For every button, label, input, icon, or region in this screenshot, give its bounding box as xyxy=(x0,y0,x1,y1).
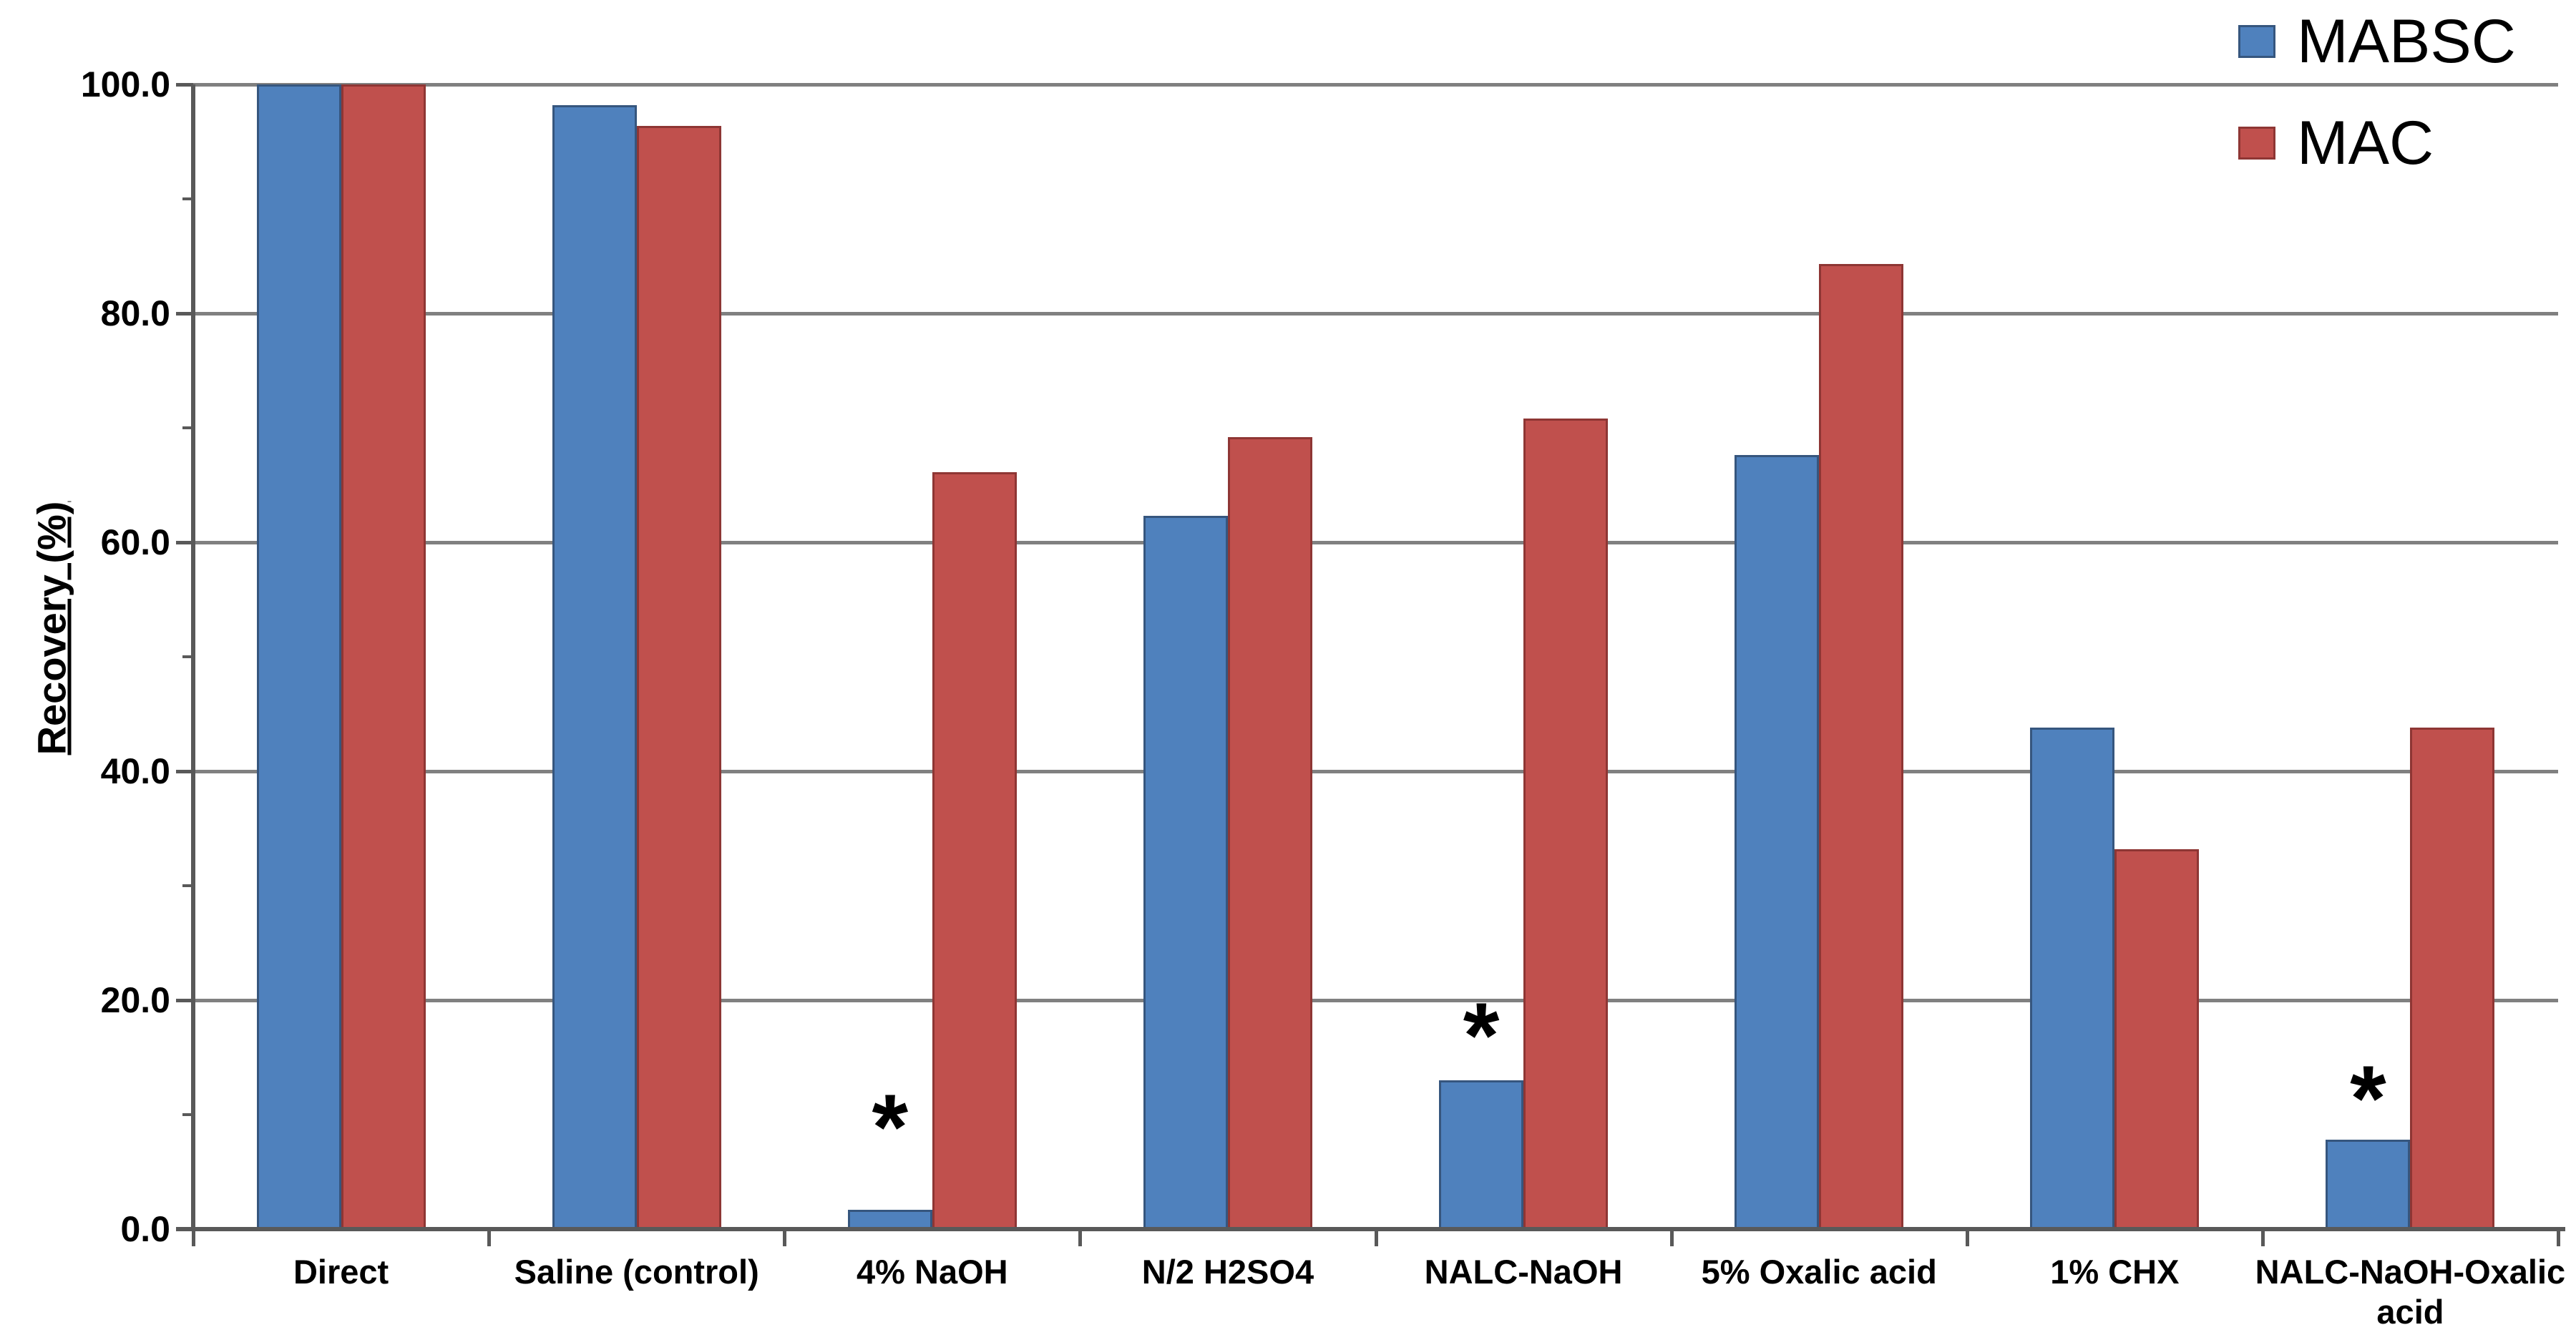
y-major-tick xyxy=(176,541,193,544)
y-minor-tick xyxy=(182,884,193,887)
bar-mabsc-6 xyxy=(2030,728,2115,1229)
bar-mac-0 xyxy=(341,84,426,1229)
bar-mabsc-1 xyxy=(552,104,637,1229)
gridline xyxy=(193,83,2558,87)
x-tick-label: 4% NaOH xyxy=(857,1253,1008,1291)
y-minor-tick xyxy=(182,1113,193,1116)
significance-asterisk: * xyxy=(2350,1046,2386,1150)
legend-entry-mabsc: MABSC xyxy=(2238,9,2516,74)
y-axis-line xyxy=(191,84,195,1231)
legend-label-mabsc: MABSC xyxy=(2297,7,2516,76)
x-tick xyxy=(1965,1229,1969,1246)
x-tick xyxy=(2260,1229,2265,1246)
x-tick xyxy=(487,1229,492,1246)
x-tick xyxy=(192,1229,195,1246)
legend-swatch-mac xyxy=(2238,127,2275,160)
bar-mabsc-2 xyxy=(847,1209,932,1229)
gridline xyxy=(193,312,2558,316)
y-minor-tick xyxy=(182,655,193,658)
x-axis-line xyxy=(176,1227,2565,1231)
x-tick xyxy=(2557,1229,2560,1246)
gridline xyxy=(193,541,2558,544)
y-major-tick xyxy=(176,83,193,87)
gridline xyxy=(193,770,2558,773)
x-tick-label: N/2 H2SO4 xyxy=(1141,1253,1314,1291)
bar-mabsc-3 xyxy=(1143,516,1228,1229)
legend-swatch-mabsc xyxy=(2238,25,2275,58)
x-tick-label: 1% CHX xyxy=(2050,1253,2180,1291)
bar-mac-3 xyxy=(1227,436,1312,1229)
x-tick xyxy=(1374,1229,1378,1246)
bar-mac-1 xyxy=(636,125,721,1229)
x-tick xyxy=(1078,1229,1083,1246)
x-tick-label: NALC-NaOH-Oxalic acid xyxy=(2255,1253,2566,1331)
y-major-tick xyxy=(176,999,193,1002)
legend-label-mac: MAC xyxy=(2297,109,2434,177)
y-tick-label: 0.0 xyxy=(120,1209,170,1249)
y-tick-label: 80.0 xyxy=(100,293,170,333)
y-tick-label: 100.0 xyxy=(80,64,170,104)
y-tick-label: 60.0 xyxy=(100,522,170,562)
legend-entry-mac: MAC xyxy=(2238,110,2434,176)
significance-asterisk: * xyxy=(872,1075,909,1179)
bar-mac-2 xyxy=(932,472,1017,1229)
y-major-tick xyxy=(176,312,193,316)
x-tick-label: 5% Oxalic acid xyxy=(1701,1253,1937,1291)
x-tick-label: Saline (control) xyxy=(514,1253,759,1291)
y-major-tick xyxy=(176,770,193,773)
x-tick-label: Direct xyxy=(293,1253,389,1291)
bar-mabsc-0 xyxy=(256,84,341,1229)
bar-mac-4 xyxy=(1523,419,1609,1229)
x-tick-label: NALC-NaOH xyxy=(1424,1253,1623,1291)
bar-mabsc-5 xyxy=(1735,455,1820,1229)
bar-mac-5 xyxy=(1819,264,1904,1229)
y-tick-label: 40.0 xyxy=(100,751,170,791)
x-tick xyxy=(1669,1229,1674,1246)
gridline xyxy=(193,999,2558,1002)
significance-asterisk: * xyxy=(1463,983,1500,1087)
y-minor-tick xyxy=(182,197,193,200)
y-minor-tick xyxy=(182,426,193,429)
y-tick-label: 20.0 xyxy=(100,980,170,1020)
bar-mabsc-7 xyxy=(2326,1140,2411,1229)
x-tick xyxy=(783,1229,787,1246)
